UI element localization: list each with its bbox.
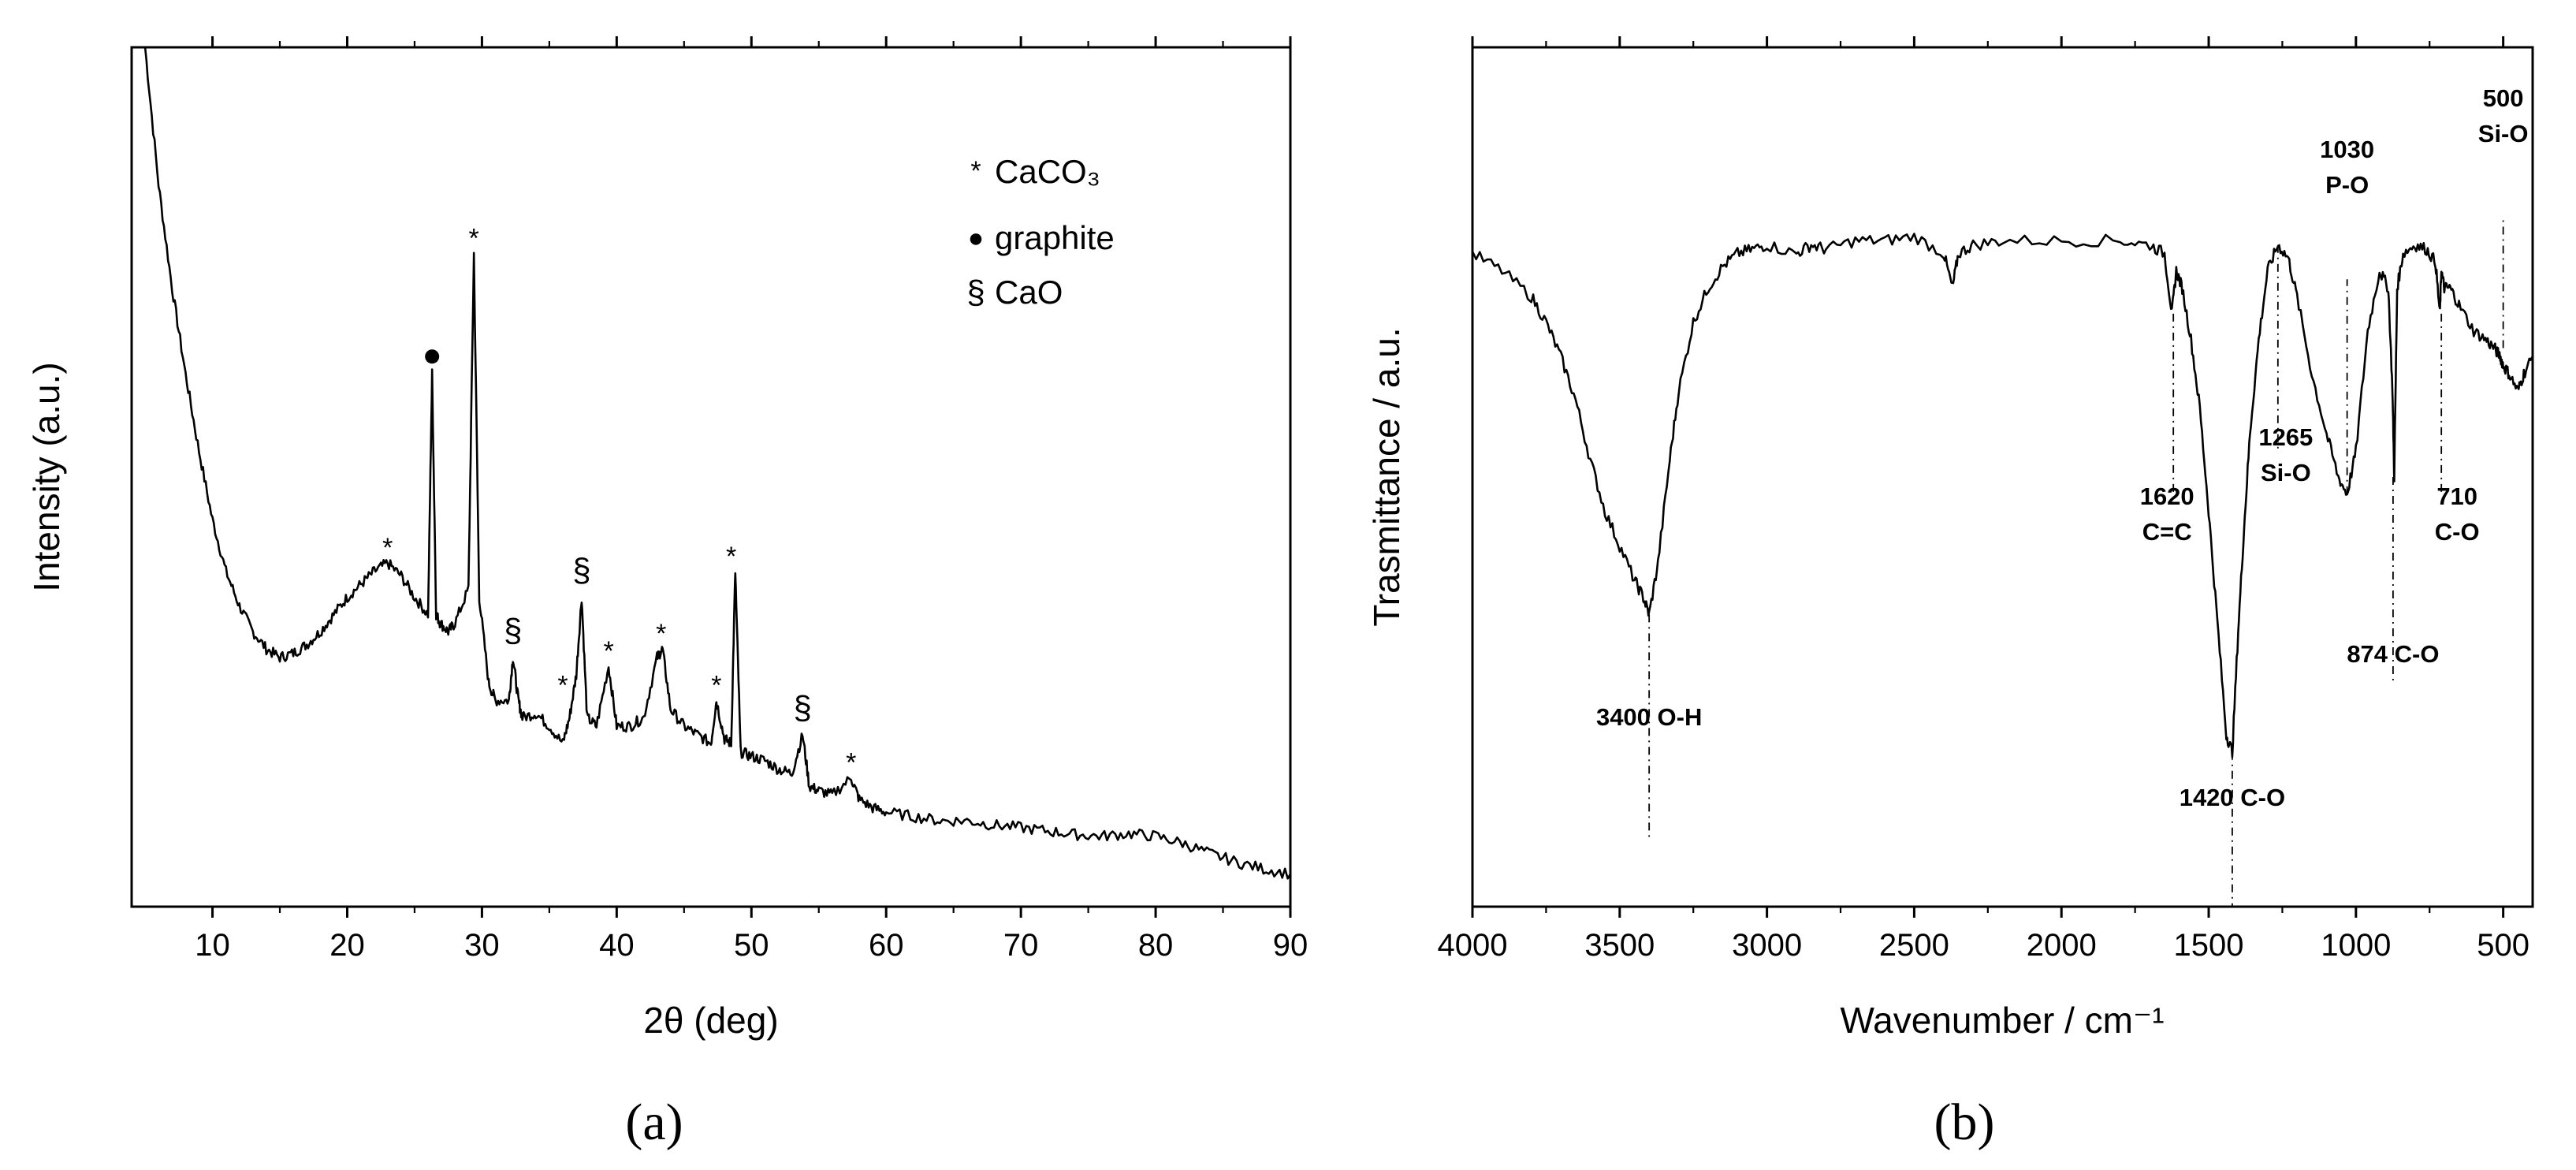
panel-b-ftir-chart: 4000 3500 3000 2500 2000 1500 1000 500 3400 O-H… [1366, 36, 2534, 1151]
legend-caco3-marker: * [970, 156, 981, 186]
ftir-band-assignment: P-O [2325, 171, 2369, 199]
ftir-band-label: 874 C-O [2347, 640, 2439, 668]
x-tick-label: 30 [464, 928, 500, 963]
peak-marker-caco3: * [726, 542, 736, 572]
peak-marker-graphite [425, 349, 440, 364]
ftir-band-label: 710 [2436, 483, 2477, 510]
panel-b-y-axis-label: Trasmittance / a.u. [1366, 327, 1407, 626]
legend-graphite-label: graphite [995, 219, 1115, 256]
x-tick-label: 1500 [2174, 928, 2244, 963]
peak-marker-cao: § [504, 612, 522, 649]
panel-b-x-axis-label: Wavenumber / cm⁻¹ [1840, 1000, 2164, 1041]
panel-b-ftir-trace [1471, 233, 2534, 758]
x-tick-label: 3000 [1732, 928, 1802, 963]
peak-marker-caco3: * [711, 670, 721, 700]
ftir-band-assignment: C=C [2142, 518, 2192, 546]
x-tick-label: 50 [734, 928, 769, 963]
ftir-band-assignment: Si-O [2261, 459, 2311, 486]
x-tick-label: 1000 [2321, 928, 2391, 963]
peak-marker-cao: § [794, 689, 812, 726]
x-tick-label: 10 [195, 928, 230, 963]
panel-a-plot-frame [130, 46, 1292, 908]
x-tick-label: 90 [1273, 928, 1308, 963]
legend-graphite-marker: ● [968, 223, 985, 253]
panel-a-y-axis-label: Intensity (a.u.) [26, 362, 67, 591]
panel-a-x-axis-label: 2θ (deg) [643, 1000, 778, 1041]
peak-marker-caco3: * [846, 748, 856, 778]
ftir-band-label: 1620 [2140, 483, 2194, 510]
legend-cao-marker: § [966, 274, 985, 311]
x-tick-label: 2000 [2027, 928, 2097, 963]
x-tick-label: 500 [2477, 928, 2529, 963]
peak-marker-caco3: * [382, 533, 393, 563]
panel-b-caption: (b) [1934, 1094, 1995, 1151]
x-tick-label: 4000 [1438, 928, 1508, 963]
x-tick-label: 20 [329, 928, 365, 963]
x-tick-label: 70 [1003, 928, 1039, 963]
ftir-band-label: 1420 C-O [2180, 784, 2285, 811]
legend-caco3-label: CaCO₃ [995, 153, 1100, 190]
panel-a-xrd-chart: 10 20 30 40 50 60 70 80 90 **§*§****§* 2θ (deg) … [26, 36, 1308, 1151]
ftir-band-assignment: Si-O [2478, 120, 2529, 147]
x-tick-label: 40 [599, 928, 635, 963]
legend-cao-label: CaO [995, 274, 1063, 311]
panel-b-plot-frame [1471, 46, 2534, 908]
x-tick-label: 80 [1138, 928, 1174, 963]
peak-marker-caco3: * [469, 224, 479, 254]
panel-a-caption: (a) [625, 1094, 683, 1151]
ftir-band-label: 3400 O-H [1596, 703, 1702, 731]
x-tick-label: 2500 [1879, 928, 1949, 963]
peak-marker-cao: § [572, 552, 590, 589]
peak-marker-caco3: * [603, 636, 613, 666]
ftir-band-label: 1030 [2320, 136, 2374, 163]
panel-a-xrd-trace [143, 47, 1292, 880]
peak-marker-caco3: * [656, 619, 666, 649]
panel-a-legend: * CaCO₃ ● graphite § CaO [966, 153, 1114, 311]
x-tick-label: 60 [869, 928, 904, 963]
x-tick-label: 3500 [1584, 928, 1655, 963]
peak-marker-caco3: * [557, 670, 568, 700]
ftir-band-assignment: C-O [2435, 518, 2480, 546]
ftir-band-label: 500 [2483, 84, 2524, 112]
ftir-band-label: 1265 [2258, 423, 2313, 451]
